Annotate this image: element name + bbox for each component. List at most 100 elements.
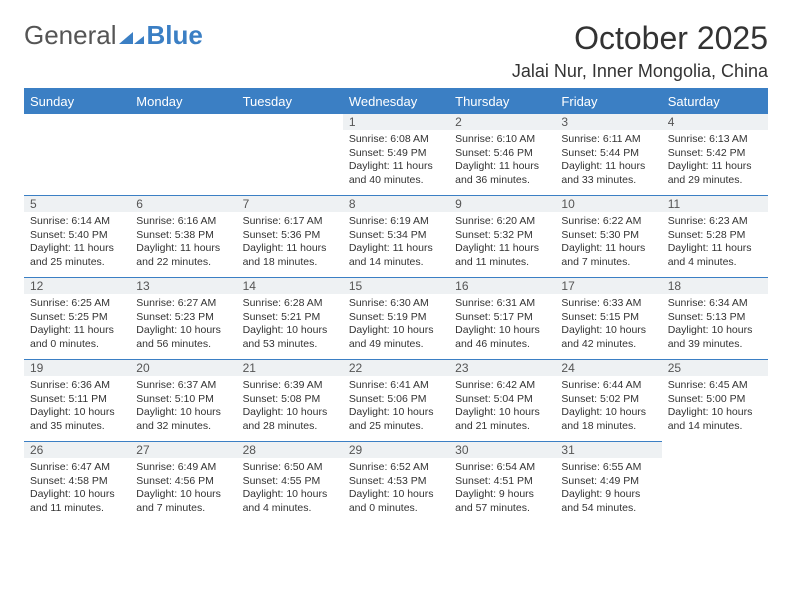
daylight-line: Daylight: 10 hours and 32 minutes. — [136, 406, 230, 433]
daylight-line: Daylight: 10 hours and 4 minutes. — [243, 488, 337, 515]
sunset-line: Sunset: 5:40 PM — [30, 229, 124, 243]
daylight-line: Daylight: 10 hours and 0 minutes. — [349, 488, 443, 515]
day-cell: 19Sunrise: 6:36 AMSunset: 5:11 PMDayligh… — [24, 359, 130, 441]
daylight-line: Daylight: 11 hours and 7 minutes. — [561, 242, 655, 269]
day-number: 30 — [449, 442, 555, 458]
daylight-line: Daylight: 10 hours and 11 minutes. — [30, 488, 124, 515]
day-number: 16 — [449, 278, 555, 294]
day-number: 5 — [24, 196, 130, 212]
logo-text-blue: Blue — [147, 20, 203, 51]
empty-cell — [237, 113, 343, 195]
day-number: 20 — [130, 360, 236, 376]
sunrise-line: Sunrise: 6:08 AM — [349, 133, 443, 147]
daylight-line: Daylight: 11 hours and 14 minutes. — [349, 242, 443, 269]
day-cell: 15Sunrise: 6:30 AMSunset: 5:19 PMDayligh… — [343, 277, 449, 359]
daylight-line: Daylight: 10 hours and 18 minutes. — [561, 406, 655, 433]
sunrise-line: Sunrise: 6:13 AM — [668, 133, 762, 147]
day-cell: 2Sunrise: 6:10 AMSunset: 5:46 PMDaylight… — [449, 113, 555, 195]
day-number: 7 — [237, 196, 343, 212]
day-number: 17 — [555, 278, 661, 294]
day-number: 6 — [130, 196, 236, 212]
sunrise-line: Sunrise: 6:20 AM — [455, 215, 549, 229]
daylight-line: Daylight: 11 hours and 11 minutes. — [455, 242, 549, 269]
sunset-line: Sunset: 5:34 PM — [349, 229, 443, 243]
day-cell: 29 Sunrise: 6:52 AMSunset: 4:53 PMDayligh… — [343, 441, 449, 523]
sunset-line: Sunset: 5:08 PM — [243, 393, 337, 407]
sunrise-line: Sunrise: 6:16 AM — [136, 215, 230, 229]
day-number: 28 — [237, 442, 343, 458]
sunrise-line: Sunrise: 6:25 AM — [30, 297, 124, 311]
day-number: 13 — [130, 278, 236, 294]
day-header: Monday — [130, 90, 236, 113]
day-cell: 13Sunrise: 6:27 AMSunset: 5:23 PMDayligh… — [130, 277, 236, 359]
day-cell: 1Sunrise: 6:08 AMSunset: 5:49 PMDaylight… — [343, 113, 449, 195]
sunrise-line: Sunrise: 6:52 AM — [349, 461, 443, 475]
day-cell: 18Sunrise: 6:34 AMSunset: 5:13 PMDayligh… — [662, 277, 768, 359]
day-cell: 27 Sunrise: 6:49 AMSunset: 4:56 PMDayligh… — [130, 441, 236, 523]
day-number: 22 — [343, 360, 449, 376]
sunset-line: Sunset: 4:56 PM — [136, 475, 230, 489]
sunrise-line: Sunrise: 6:23 AM — [668, 215, 762, 229]
daylight-line: Daylight: 11 hours and 0 minutes. — [30, 324, 124, 351]
daylight-line: Daylight: 10 hours and 56 minutes. — [136, 324, 230, 351]
daylight-line: Daylight: 10 hours and 28 minutes. — [243, 406, 337, 433]
day-cell: 7Sunrise: 6:17 AMSunset: 5:36 PMDaylight… — [237, 195, 343, 277]
day-cell: 12Sunrise: 6:25 AMSunset: 5:25 PMDayligh… — [24, 277, 130, 359]
sunset-line: Sunset: 5:36 PM — [243, 229, 337, 243]
day-number: 29 — [343, 442, 449, 458]
sunrise-line: Sunrise: 6:39 AM — [243, 379, 337, 393]
sunrise-line: Sunrise: 6:45 AM — [668, 379, 762, 393]
sunset-line: Sunset: 5:32 PM — [455, 229, 549, 243]
sunset-line: Sunset: 4:53 PM — [349, 475, 443, 489]
sunset-line: Sunset: 5:49 PM — [349, 147, 443, 161]
sunset-line: Sunset: 5:13 PM — [668, 311, 762, 325]
day-number: 25 — [662, 360, 768, 376]
sunrise-line: Sunrise: 6:31 AM — [455, 297, 549, 311]
day-cell: 8Sunrise: 6:19 AMSunset: 5:34 PMDaylight… — [343, 195, 449, 277]
day-number: 19 — [24, 360, 130, 376]
day-number: 23 — [449, 360, 555, 376]
logo: General Blue — [24, 20, 203, 51]
sunset-line: Sunset: 5:06 PM — [349, 393, 443, 407]
day-number: 4 — [662, 114, 768, 130]
day-cell: 25Sunrise: 6:45 AMSunset: 5:00 PMDayligh… — [662, 359, 768, 441]
sunset-line: Sunset: 5:04 PM — [455, 393, 549, 407]
day-cell: 23Sunrise: 6:42 AMSunset: 5:04 PMDayligh… — [449, 359, 555, 441]
daylight-line: Daylight: 10 hours and 46 minutes. — [455, 324, 549, 351]
day-number: 3 — [555, 114, 661, 130]
day-cell: 26Sunrise: 6:47 AMSunset: 4:58 PMDayligh… — [24, 441, 130, 523]
sunrise-line: Sunrise: 6:50 AM — [243, 461, 337, 475]
sunset-line: Sunset: 5:11 PM — [30, 393, 124, 407]
daylight-line: Daylight: 11 hours and 29 minutes. — [668, 160, 762, 187]
sunset-line: Sunset: 5:19 PM — [349, 311, 443, 325]
daylight-line: Daylight: 11 hours and 25 minutes. — [30, 242, 124, 269]
daylight-line: Daylight: 10 hours and 7 minutes. — [136, 488, 230, 515]
sunset-line: Sunset: 5:30 PM — [561, 229, 655, 243]
sunset-line: Sunset: 4:51 PM — [455, 475, 549, 489]
logo-mark-icon — [119, 26, 145, 46]
day-number: 9 — [449, 196, 555, 212]
sunrise-line: Sunrise: 6:54 AM — [455, 461, 549, 475]
sunrise-line: Sunrise: 6:30 AM — [349, 297, 443, 311]
daylight-line: Daylight: 10 hours and 14 minutes. — [668, 406, 762, 433]
daylight-line: Daylight: 11 hours and 22 minutes. — [136, 242, 230, 269]
daylight-line: Daylight: 11 hours and 33 minutes. — [561, 160, 655, 187]
sunset-line: Sunset: 5:17 PM — [455, 311, 549, 325]
sunrise-line: Sunrise: 6:55 AM — [561, 461, 655, 475]
sunrise-line: Sunrise: 6:49 AM — [136, 461, 230, 475]
day-cell: 4Sunrise: 6:13 AMSunset: 5:42 PMDaylight… — [662, 113, 768, 195]
sunrise-line: Sunrise: 6:10 AM — [455, 133, 549, 147]
sunrise-line: Sunrise: 6:17 AM — [243, 215, 337, 229]
sunset-line: Sunset: 5:23 PM — [136, 311, 230, 325]
day-number: 27 — [130, 442, 236, 458]
sunset-line: Sunset: 4:55 PM — [243, 475, 337, 489]
sunrise-line: Sunrise: 6:22 AM — [561, 215, 655, 229]
day-header: Saturday — [662, 90, 768, 113]
day-cell: 21Sunrise: 6:39 AMSunset: 5:08 PMDayligh… — [237, 359, 343, 441]
day-number: 2 — [449, 114, 555, 130]
daylight-line: Daylight: 9 hours and 57 minutes. — [455, 488, 549, 515]
day-number: 18 — [662, 278, 768, 294]
daylight-line: Daylight: 11 hours and 4 minutes. — [668, 242, 762, 269]
daylight-line: Daylight: 11 hours and 40 minutes. — [349, 160, 443, 187]
sunset-line: Sunset: 5:38 PM — [136, 229, 230, 243]
